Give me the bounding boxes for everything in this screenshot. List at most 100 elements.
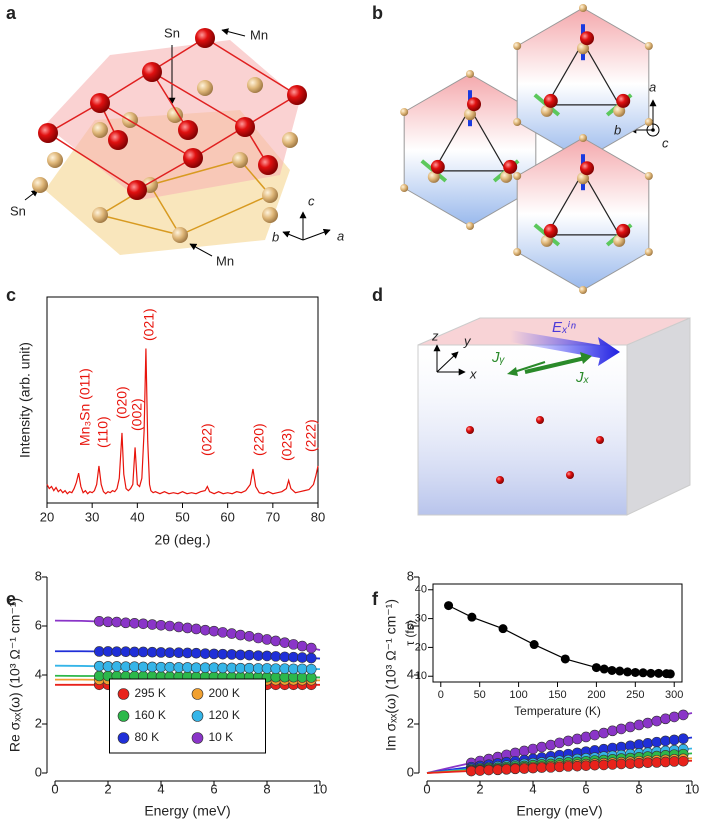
x-tick-label: 250 [626, 689, 644, 701]
data-point [660, 713, 671, 725]
sn-atom [167, 107, 183, 123]
mn-atom [616, 93, 631, 108]
data-point [677, 733, 689, 745]
sn-atom [464, 108, 476, 121]
data-point [607, 665, 617, 675]
atom-label: Mn [216, 253, 234, 268]
mn-atom [235, 117, 255, 137]
peak-label: (222) [303, 419, 319, 452]
data-point [571, 733, 583, 745]
data-point [288, 639, 299, 650]
data-point [623, 667, 633, 677]
sn-atom [466, 70, 474, 78]
data-point [651, 715, 663, 727]
legend-label: 120 K [209, 708, 240, 722]
diagrams [24, 4, 691, 516]
x-tick-label: 70 [266, 509, 280, 524]
y-tick-label: 6 [407, 617, 414, 632]
data-point [668, 734, 680, 746]
y-axis-label: τ (fs) [403, 620, 417, 645]
axis-label: a [337, 228, 344, 243]
sn-atom [579, 4, 587, 12]
mn-atom [616, 223, 631, 238]
mn-atom [142, 62, 162, 82]
legend-label: 160 K [135, 708, 166, 722]
data-point [217, 648, 229, 660]
data-point [137, 618, 149, 630]
data-point [137, 646, 149, 658]
x-tick-label: 20 [40, 509, 54, 524]
data-point [562, 735, 574, 747]
diagram-labels: Sn Mn Sn Mn c b a a b c z y x Eₓⁱⁿ Jᵧ Jₓ [10, 25, 669, 386]
legend-marker [191, 732, 204, 744]
sn-atom [427, 170, 440, 183]
panel-label: b [372, 3, 383, 23]
y-tick-label: 8 [407, 568, 414, 583]
data-point [164, 647, 176, 659]
bond [149, 159, 241, 186]
legend-marker [117, 688, 130, 700]
panel-label: c [6, 285, 16, 305]
bond [582, 171, 620, 236]
legend-marker [117, 710, 130, 722]
sn-atom [577, 42, 589, 55]
sn-atom [500, 170, 513, 183]
sn-atom [32, 177, 48, 193]
bond [469, 107, 507, 172]
mn-atom [38, 123, 58, 143]
x-tick-label: 10 [313, 781, 327, 796]
sn-atom [172, 227, 188, 243]
panel-label: e [6, 589, 16, 609]
legend-label: 295 K [135, 686, 166, 700]
data-point [660, 735, 671, 747]
bond [151, 71, 246, 128]
sn-atom [579, 286, 587, 294]
data-point [562, 761, 574, 772]
data-point [467, 612, 477, 622]
data-point [296, 640, 308, 652]
axis-arrow [302, 228, 331, 241]
data-point [111, 646, 123, 658]
axis-label: a [649, 79, 656, 94]
legend-marker [191, 688, 204, 700]
data-point [580, 731, 592, 743]
y-tick-label: 0 [35, 764, 42, 779]
mn-atom [543, 93, 558, 108]
pointer [189, 243, 213, 257]
bond [204, 37, 298, 96]
current-arrow [524, 356, 586, 374]
y-tick-label: 2 [407, 715, 414, 730]
chart: 20 30 40 50 60 70 80 2θ (deg.) Intensity (arb. u… [17, 296, 325, 548]
sn-atom [513, 248, 522, 256]
data-point [633, 739, 645, 750]
mn-atom [108, 130, 128, 150]
mn-atom [580, 161, 594, 176]
data-point [677, 709, 689, 721]
y-axis-label: Re σₓₓ(ω) (10³ Ω⁻¹ cm⁻¹) [7, 598, 23, 752]
data-point [651, 736, 663, 748]
data-point [536, 762, 548, 773]
data-point [615, 723, 627, 735]
y-tick-label: 20 [415, 641, 427, 653]
data-point [252, 632, 264, 644]
axis-label: y [463, 333, 472, 348]
x-tick-label: 6 [210, 781, 217, 796]
x-tick-label: 300 [665, 689, 683, 701]
x-tick-label: 4 [529, 781, 536, 796]
bond [151, 71, 189, 131]
data-point [607, 725, 618, 737]
data-point [190, 662, 202, 673]
legend-label: 10 K [209, 730, 234, 744]
data-point [164, 620, 176, 632]
x-tick-label: 60 [220, 509, 234, 524]
panel-label: a [6, 3, 17, 23]
sn-atom [644, 118, 653, 126]
data-point [261, 634, 273, 645]
current-arrow [580, 352, 592, 364]
pointer [221, 28, 246, 37]
sn-atom [92, 207, 108, 223]
x-tick-label: 0 [51, 781, 58, 796]
axis-arrow [436, 351, 459, 373]
data-point [279, 637, 291, 648]
